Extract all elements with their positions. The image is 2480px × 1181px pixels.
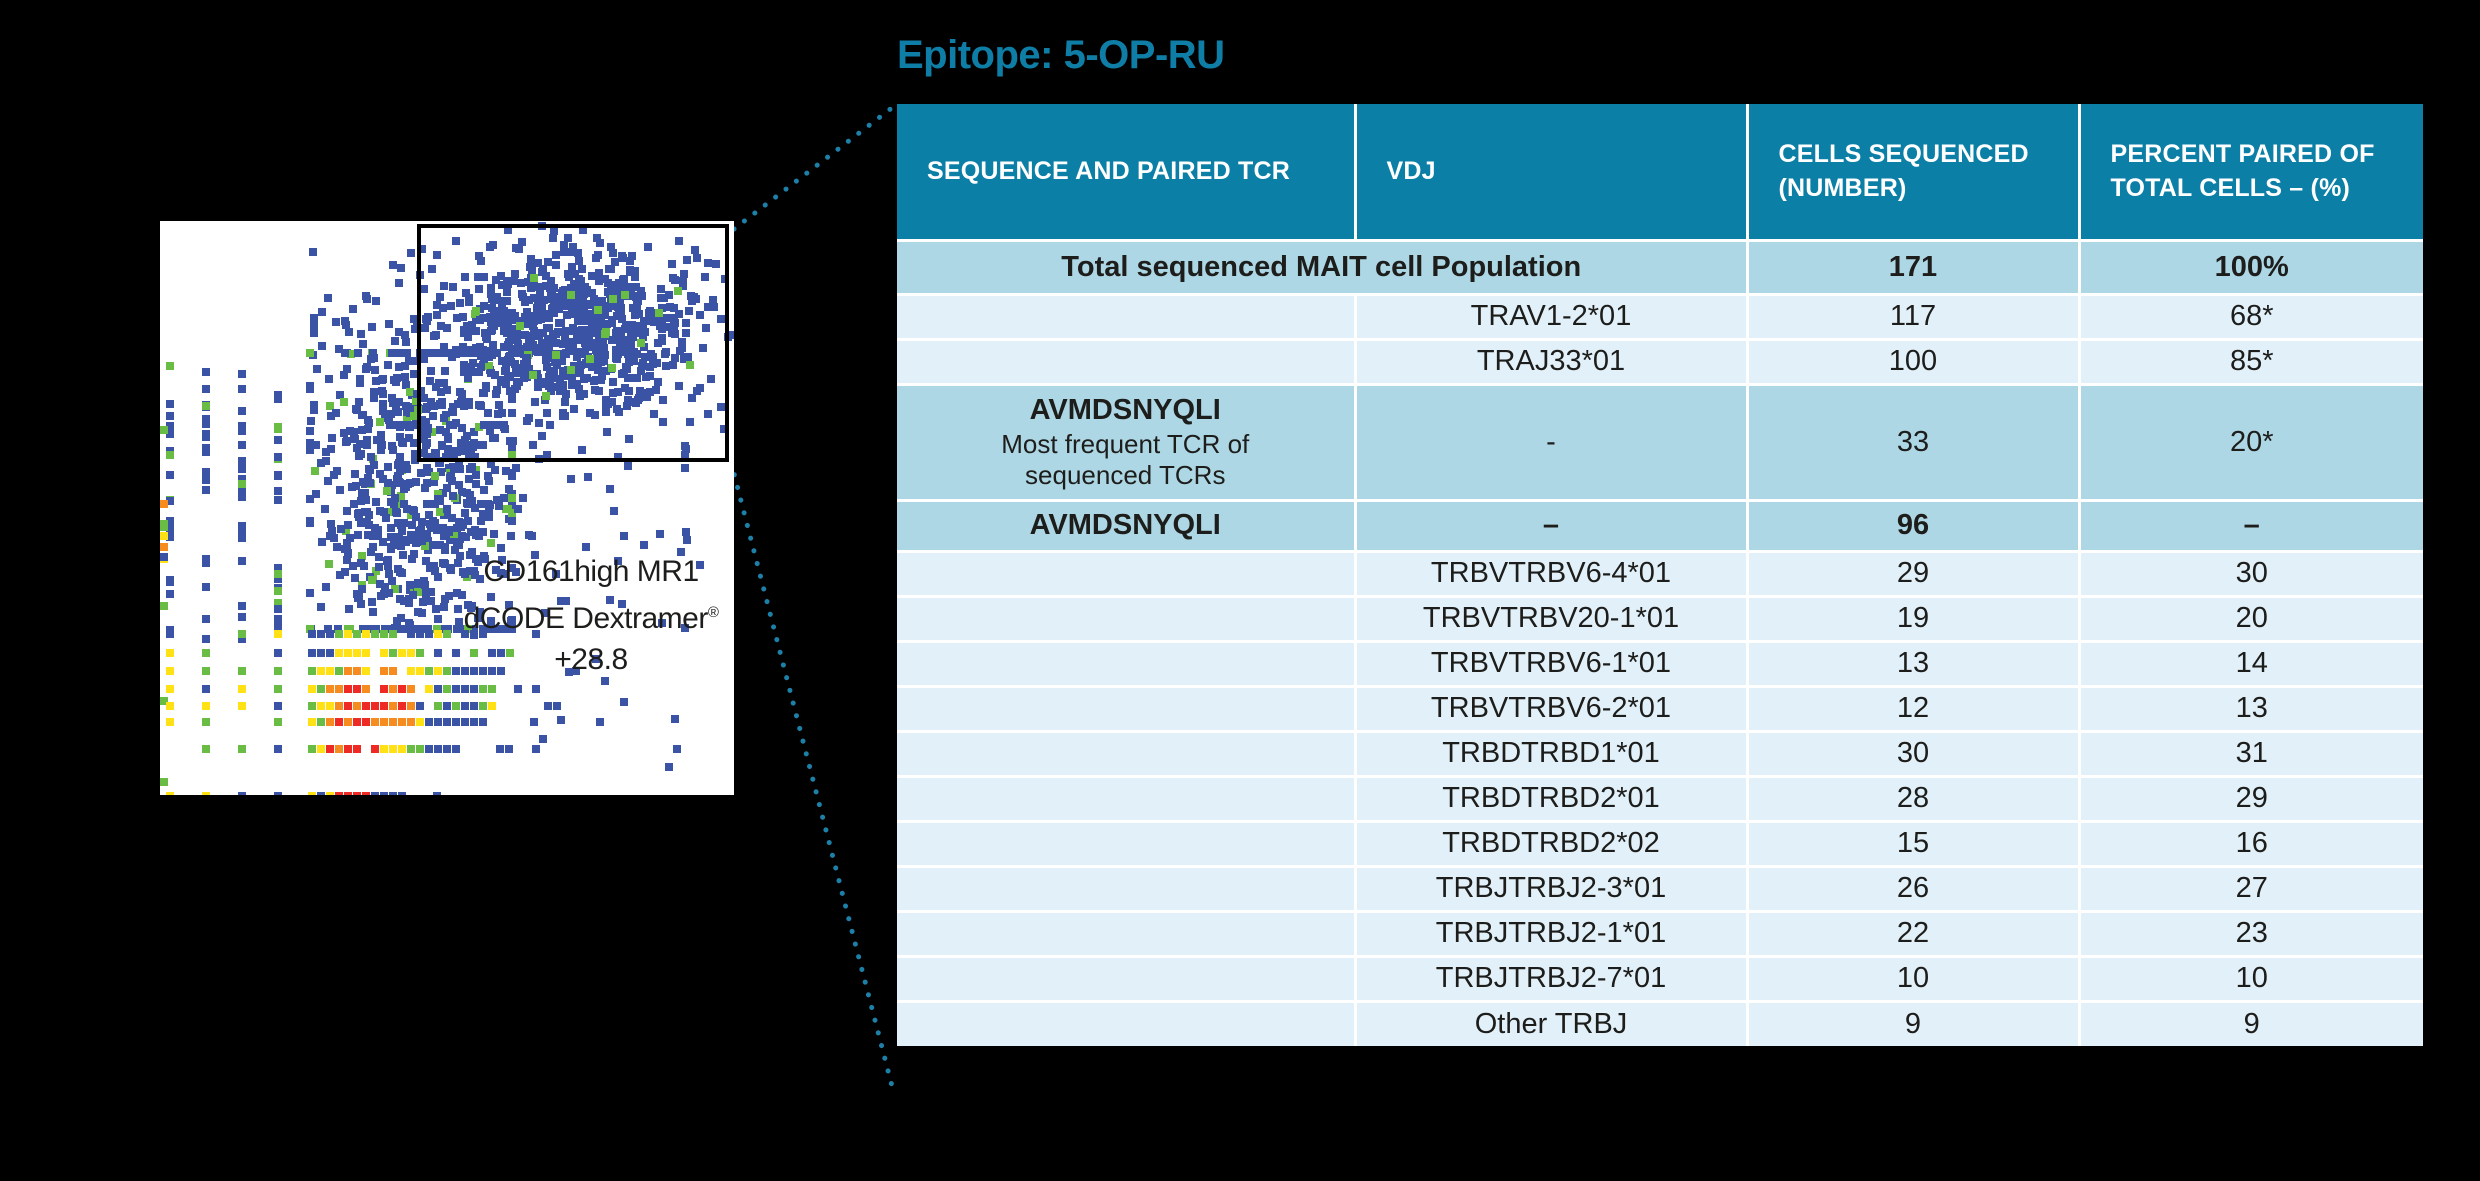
cell-sequence — [895, 684, 1357, 733]
table-row: TRBVTRBV6-2*01 12 13 — [895, 684, 2425, 733]
table-row: AVMDSNYQLI –96– — [895, 498, 2425, 553]
cell-cells-sequenced: 100 — [1745, 337, 2081, 386]
column-header-cells-sequenced: CELLS SEQUENCED (NUMBER) — [1745, 102, 2081, 242]
table-row: TRBJTRBJ2-3*01 26 27 — [895, 864, 2425, 913]
cell-sequence: AVMDSNYQLI — [895, 498, 1357, 553]
cell-cells-sequenced: 10 — [1745, 954, 2081, 1003]
table-row: TRBVTRBV6-1*01 13 14 — [895, 639, 2425, 688]
scatter-gate — [417, 224, 729, 462]
table-row: Other TRBJ 9 9 — [895, 999, 2425, 1048]
gate-label: CD161high MR1 dCODE Dextramer® +28.8 — [443, 551, 734, 680]
scatter-dot-layer — [160, 222, 734, 795]
cell-percent-paired: 27 — [2077, 864, 2425, 913]
table-row: TRBVTRBV6-4*01 29 30 — [895, 549, 2425, 598]
cell-percent-paired: 16 — [2077, 819, 2425, 868]
cell-sequence: AVMDSNYQLI Most frequent TCR of sequenced… — [895, 382, 1357, 502]
cell-percent-paired: 31 — [2077, 729, 2425, 778]
cell-cells-sequenced: 28 — [1745, 774, 2081, 823]
table-row: TRBVTRBV20-1*01 19 20 — [895, 594, 2425, 643]
column-header-percent-paired: PERCENT PAIRED OF TOTAL CELLS – (%) — [2077, 102, 2425, 242]
cell-cells-sequenced: 96 — [1745, 498, 2081, 553]
cell-vdj: TRBVTRBV20-1*01 — [1353, 594, 1749, 643]
cell-percent-paired: 68* — [2077, 292, 2425, 341]
cell-vdj: - — [1353, 382, 1749, 502]
table-row: TRBDTRBD2*02 15 16 — [895, 819, 2425, 868]
cell-vdj: Other TRBJ — [1353, 999, 1749, 1048]
cell-sequence — [895, 292, 1357, 341]
cell-vdj: TRBVTRBV6-1*01 — [1353, 639, 1749, 688]
table-header-row: SEQUENCE AND PAIRED TCR VDJ CELLS SEQUEN… — [895, 102, 2425, 242]
cell-cells-sequenced: 13 — [1745, 639, 2081, 688]
cell-percent-paired: 20* — [2077, 382, 2425, 502]
cell-percent-paired: 85* — [2077, 337, 2425, 386]
table-row: TRBJTRBJ2-1*01 22 23 — [895, 909, 2425, 958]
column-header-sequence: SEQUENCE AND PAIRED TCR — [895, 102, 1357, 242]
cell-sequence — [895, 337, 1357, 386]
cell-sequence — [895, 954, 1357, 1003]
cell-vdj: TRAV1-2*01 — [1353, 292, 1749, 341]
cell-percent-paired: 13 — [2077, 684, 2425, 733]
cell-percent-paired: 10 — [2077, 954, 2425, 1003]
cell-sequence — [895, 639, 1357, 688]
cell-sequence — [895, 594, 1357, 643]
cell-percent-paired: 14 — [2077, 639, 2425, 688]
table-row: TRAJ33*01 100 85* — [895, 337, 2425, 386]
page-title: Epitope: 5-OP-RU — [897, 33, 1225, 77]
cell-sequence — [895, 729, 1357, 778]
cell-cells-sequenced: 22 — [1745, 909, 2081, 958]
cell-cells-sequenced: 15 — [1745, 819, 2081, 868]
cell-vdj: TRBJTRBJ2-1*01 — [1353, 909, 1749, 958]
flow-scatter-plot: CD161high MR1 dCODE Dextramer® +28.8 — [160, 221, 734, 795]
cell-sequence: Total sequenced MAIT cell Population — [895, 238, 1749, 296]
cell-percent-paired: – — [2077, 498, 2425, 553]
cell-sequence — [895, 999, 1357, 1048]
cell-sequence — [895, 909, 1357, 958]
cell-cells-sequenced: 12 — [1745, 684, 2081, 733]
cell-cells-sequenced: 30 — [1745, 729, 2081, 778]
gate-label-line1: CD161high MR1 — [483, 555, 699, 588]
column-header-vdj: VDJ — [1353, 102, 1749, 242]
callout-line-bottom — [728, 459, 896, 1093]
gate-value: +28.8 — [554, 643, 628, 676]
table-row: Total sequenced MAIT cell Population 171 1… — [895, 238, 2425, 296]
cell-sequence — [895, 549, 1357, 598]
cell-vdj: TRAJ33*01 — [1353, 337, 1749, 386]
cell-percent-paired: 100% — [2077, 238, 2425, 296]
cell-percent-paired: 20 — [2077, 594, 2425, 643]
cell-vdj: TRBJTRBJ2-7*01 — [1353, 954, 1749, 1003]
table-row: TRBDTRBD1*01 30 31 — [895, 729, 2425, 778]
table-row: AVMDSNYQLI Most frequent TCR of sequenced… — [895, 382, 2425, 502]
cell-vdj: TRBJTRBJ2-3*01 — [1353, 864, 1749, 913]
table-row: TRBDTRBD2*01 28 29 — [895, 774, 2425, 823]
cell-sequence — [895, 819, 1357, 868]
cell-cells-sequenced: 117 — [1745, 292, 2081, 341]
cell-vdj: TRBDTRBD2*02 — [1353, 819, 1749, 868]
cell-sequence — [895, 774, 1357, 823]
cell-vdj: TRBVTRBV6-2*01 — [1353, 684, 1749, 733]
cell-cells-sequenced: 29 — [1745, 549, 2081, 598]
callout-line-top — [731, 104, 896, 232]
cell-percent-paired: 23 — [2077, 909, 2425, 958]
cell-cells-sequenced: 26 — [1745, 864, 2081, 913]
table-row: TRAV1-2*01 117 68* — [895, 292, 2425, 341]
cell-cells-sequenced: 19 — [1745, 594, 2081, 643]
scatter-dots — [160, 222, 734, 795]
cell-vdj: TRBDTRBD1*01 — [1353, 729, 1749, 778]
gate-label-line2: dCODE Dextramer® — [463, 602, 719, 635]
cell-cells-sequenced: 171 — [1745, 238, 2081, 296]
cell-vdj: – — [1353, 498, 1749, 553]
cell-percent-paired: 9 — [2077, 999, 2425, 1048]
cell-cells-sequenced: 33 — [1745, 382, 2081, 502]
cell-percent-paired: 30 — [2077, 549, 2425, 598]
cell-percent-paired: 29 — [2077, 774, 2425, 823]
cell-vdj: TRBDTRBD2*01 — [1353, 774, 1749, 823]
cell-sequence — [895, 864, 1357, 913]
tcr-table: SEQUENCE AND PAIRED TCR VDJ CELLS SEQUEN… — [895, 102, 2425, 1048]
registered-mark: ® — [707, 604, 719, 621]
cell-cells-sequenced: 9 — [1745, 999, 2081, 1048]
table-row: TRBJTRBJ2-7*01 10 10 — [895, 954, 2425, 1003]
cell-vdj: TRBVTRBV6-4*01 — [1353, 549, 1749, 598]
